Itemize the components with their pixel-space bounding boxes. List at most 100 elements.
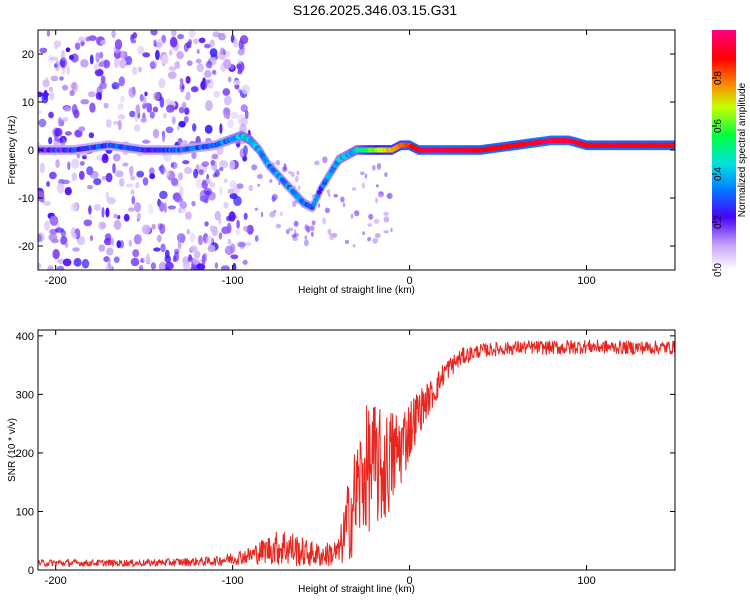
spectrogram-noise-blob bbox=[73, 257, 82, 267]
spectrogram-noise-blob bbox=[212, 173, 217, 178]
spectrogram-noise-blob bbox=[196, 263, 206, 270]
spectrogram-noise-blob bbox=[201, 180, 208, 190]
spectrogram-noise-blob bbox=[376, 162, 382, 170]
spectrogram-noise-blob bbox=[65, 242, 69, 248]
spectrogram-noise-blob bbox=[89, 102, 96, 113]
spectrogram-ytick-label: 0 bbox=[28, 145, 34, 157]
chart-title: S126.2025.346.03.15.G31 bbox=[292, 2, 458, 18]
spectrogram-noise-blob bbox=[196, 49, 200, 54]
spectrogram-noise-blob bbox=[354, 210, 360, 217]
spectrogram-noise-blob bbox=[118, 119, 122, 131]
spectrogram-noise-blob bbox=[111, 30, 116, 38]
snr-marks bbox=[38, 339, 675, 568]
spectrogram-noise-blob bbox=[254, 235, 259, 242]
spectrogram-noise-blob bbox=[314, 160, 320, 166]
spectrogram-noise-blob bbox=[241, 84, 250, 95]
spectrogram-noise-blob bbox=[142, 96, 147, 106]
spectrogram-noise-blob bbox=[198, 169, 204, 176]
spectrogram-noise-blob bbox=[95, 52, 100, 63]
spectrogram-noise-blob bbox=[100, 39, 107, 46]
spectrogram-noise-blob bbox=[292, 200, 297, 208]
spectrogram-noise-blob bbox=[62, 258, 72, 267]
spectrogram-ytick-label: -20 bbox=[18, 241, 34, 253]
spectrogram-noise-blob bbox=[203, 187, 213, 196]
spectrogram-noise-blob bbox=[57, 138, 64, 143]
spectrogram-noise-blob bbox=[159, 96, 165, 108]
spectrogram-noise-blob bbox=[361, 182, 365, 189]
spectrogram-noise-blob bbox=[236, 219, 240, 229]
spectrogram-noise-blob bbox=[87, 185, 93, 190]
spectrogram-noise-blob bbox=[223, 95, 232, 106]
spectrogram-noise-blob bbox=[79, 161, 85, 166]
spectrogram-noise-blob bbox=[227, 188, 234, 195]
spectrogram-noise-blob bbox=[329, 233, 334, 241]
spectrogram-noise-blob bbox=[141, 224, 151, 235]
spectrogram-noise-blob bbox=[364, 173, 368, 179]
spectrogram-noise-blob bbox=[46, 181, 51, 187]
spectrogram-noise-blob bbox=[70, 82, 77, 90]
spectrogram-noise-blob bbox=[296, 170, 300, 176]
spectrogram-noise-blob bbox=[192, 258, 200, 265]
spectrogram-noise-blob bbox=[219, 186, 223, 196]
spectrogram-noise-blob bbox=[78, 36, 85, 43]
spectrogram-noise-blob bbox=[204, 221, 209, 227]
spectrogram-noise-blob bbox=[212, 69, 217, 75]
snr-ylabel: SNR (10 * v/v) bbox=[7, 418, 18, 482]
spectrogram-noise-blob bbox=[105, 207, 110, 218]
spectrogram-noise-blob bbox=[164, 266, 170, 270]
spectrogram-noise-blob bbox=[190, 265, 198, 270]
spectrogram-noise-blob bbox=[113, 219, 122, 230]
spectrogram-noise-blob bbox=[65, 47, 71, 53]
spectrogram-noise-blob bbox=[138, 264, 144, 270]
spectrogram-noise-blob bbox=[49, 215, 59, 226]
colorbar-tick-label: 0.2 bbox=[713, 215, 724, 229]
spectrogram-noise-blob bbox=[64, 131, 72, 136]
spectrogram-noise-blob bbox=[186, 228, 191, 235]
spectrogram-noise-blob bbox=[193, 250, 201, 259]
spectrogram-noise-blob bbox=[130, 257, 140, 267]
spectrogram-noise-blob bbox=[223, 178, 228, 184]
spectrogram-noise-blob bbox=[73, 109, 80, 119]
spectrogram-noise-blob bbox=[56, 265, 65, 270]
spectrogram-noise-blob bbox=[93, 63, 100, 71]
spectrogram-noise-blob bbox=[179, 186, 184, 197]
spectrogram-noise-blob bbox=[130, 175, 136, 181]
spectrogram-noise-blob bbox=[125, 183, 134, 188]
spectrogram-noise-blob bbox=[184, 166, 193, 175]
spectrogram-noise-blob bbox=[81, 258, 90, 269]
spectrogram-noise-blob bbox=[153, 247, 161, 252]
spectrogram-noise-blob bbox=[219, 47, 225, 55]
spectrogram-noise-blob bbox=[207, 244, 216, 253]
spectrogram-noise-blob bbox=[233, 38, 239, 48]
spectrogram-noise-blob bbox=[383, 211, 389, 216]
spectrogram-noise-blob bbox=[383, 230, 390, 234]
spectrogram-noise-blob bbox=[174, 197, 184, 203]
spectrogram-noise-blob bbox=[178, 207, 182, 214]
spectrogram-noise-blob bbox=[196, 63, 204, 73]
spectrogram-noise-blob bbox=[275, 159, 281, 166]
spectrogram-noise-blob bbox=[185, 211, 192, 220]
spectrogram-noise-blob bbox=[135, 104, 141, 115]
spectrogram-noise-blob bbox=[158, 261, 168, 270]
spectrogram-noise-blob bbox=[112, 163, 116, 174]
spectrogram-noise-blob bbox=[110, 237, 115, 246]
spectrogram-noise-blob bbox=[211, 225, 218, 237]
spectrogram-noise-blob bbox=[42, 201, 52, 206]
spectrogram-xlabel: Height of straight line (km) bbox=[298, 285, 415, 296]
spectrogram-ytick-label: -10 bbox=[18, 193, 34, 205]
spectrogram-noise-blob bbox=[198, 37, 206, 44]
spectrogram-xtick-label: -200 bbox=[45, 275, 67, 287]
spectrogram-noise-blob bbox=[161, 131, 166, 143]
spectrogram-noise-blob bbox=[94, 68, 104, 77]
spectrogram-noise-blob bbox=[209, 48, 218, 58]
spectrogram-noise-blob bbox=[167, 205, 176, 210]
spectrogram-noise-blob bbox=[269, 179, 273, 183]
spectrogram-noise-blob bbox=[98, 61, 105, 67]
spectrogram-noise-blob bbox=[132, 32, 138, 39]
spectrogram-noise-blob bbox=[56, 182, 65, 194]
spectrogram-noise-blob bbox=[54, 127, 63, 137]
spectrogram-noise-blob bbox=[88, 205, 92, 215]
spectrogram-noise-blob bbox=[291, 234, 297, 238]
spectrogram-noise-blob bbox=[169, 104, 175, 110]
spectrogram-noise-blob bbox=[190, 86, 199, 93]
